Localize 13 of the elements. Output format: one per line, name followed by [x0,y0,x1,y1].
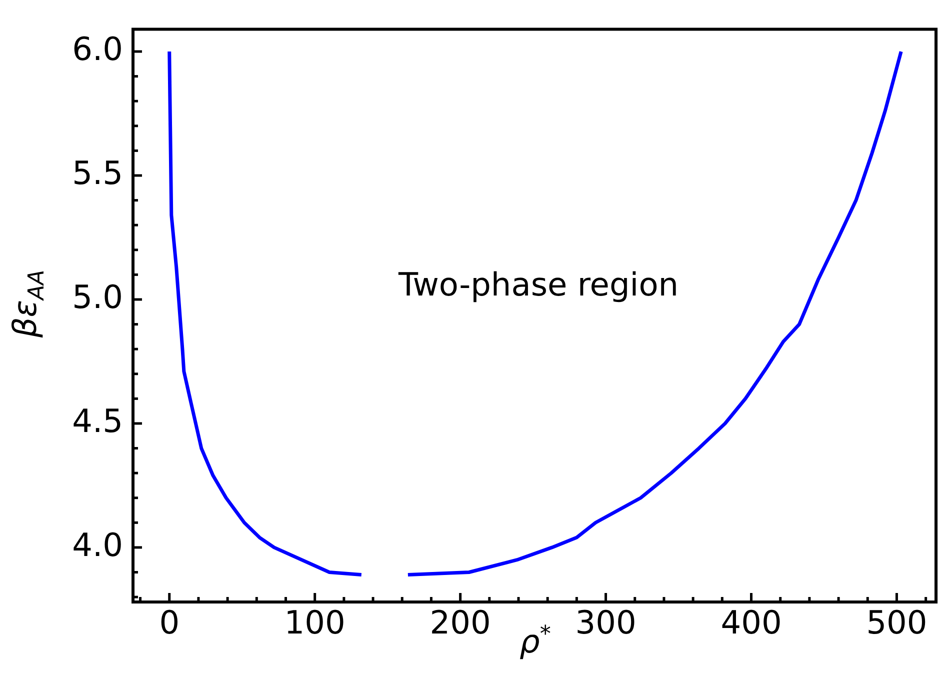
y-tick-label: 4.5 [72,402,123,440]
x-tick-label: 500 [866,604,928,642]
x-tick-label: 100 [284,604,346,642]
y-tick-label: 5.5 [72,154,123,192]
y-tick-label: 4.0 [72,526,123,564]
x-tick-label: 400 [720,604,782,642]
x-axis-title: ρ$^{*}$ [520,622,551,661]
x-tick-label: 300 [575,604,636,642]
y-tick-label: 6.0 [72,30,123,68]
x-tick-label: 200 [430,604,491,642]
x-tick-label: 0 [159,604,180,642]
annotation: Two-phase region [397,265,679,304]
y-tick-label: 5.0 [72,278,123,316]
